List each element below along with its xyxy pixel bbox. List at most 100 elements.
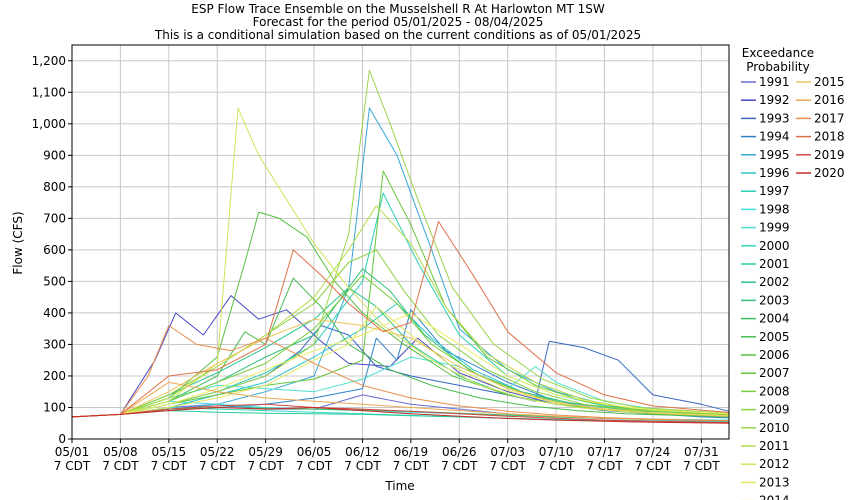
legend-label-2019: 2019 [814,148,845,162]
x-tick-label: 7 CDT [151,459,188,473]
y-axis-ticks: 0 100 200 300 400 500 600 700 800 900 1,000 1,100 1,… [32,54,72,446]
plot-area [71,44,730,440]
y-tick-label: 900 [43,148,66,162]
legend-label-1991: 1991 [759,75,790,89]
legend-label-2020: 2020 [814,166,845,180]
legend-label-2018: 2018 [814,130,845,144]
y-tick-label: 700 [43,211,66,225]
legend-label-1996: 1996 [759,166,790,180]
y-tick-label: 800 [43,180,66,194]
legend-label-2013: 2013 [759,475,790,489]
x-tick-label: 7 CDT [393,459,430,473]
series-line-2011 [71,205,730,418]
legend-label-2005: 2005 [759,330,790,344]
chart-title-line-1: ESP Flow Trace Ensemble on the Musselshe… [191,2,605,16]
series-line-1999 [71,356,730,418]
series-line-2006 [71,211,730,418]
x-axis-label: Time [384,479,414,493]
x-tick-label: 7 CDT [247,459,284,473]
series-line-2003 [71,268,730,418]
series-line-2005 [71,277,730,418]
legend-label-2007: 2007 [759,366,790,380]
legend-label-2012: 2012 [759,457,790,471]
legend-label-2010: 2010 [759,421,790,435]
x-tick-label: 07/24 [636,445,671,459]
legend-label-2011: 2011 [759,439,790,453]
series-line-2018 [71,221,730,418]
legend-label-2003: 2003 [759,293,790,307]
y-tick-label: 1,000 [32,117,66,131]
x-tick-label: 05/29 [248,445,283,459]
legend-label-1994: 1994 [759,130,790,144]
legend-title-line-2: Probability [746,60,809,74]
x-tick-label: 7 CDT [538,459,575,473]
x-tick-label: 7 CDT [296,459,333,473]
legend-title-line-1: Exceedance [742,46,814,60]
x-tick-label: 7 CDT [102,459,139,473]
series-line-2015 [71,318,730,418]
series-line-1992 [71,295,730,418]
x-tick-label: 7 CDT [441,459,478,473]
legend-label-1999: 1999 [759,221,790,235]
x-tick-label: 06/19 [394,445,429,459]
series-line-1997 [71,192,730,418]
x-tick-label: 06/05 [297,445,332,459]
series-line-2020 [71,407,730,424]
x-tick-label: 7 CDT [635,459,672,473]
x-tick-label: 7 CDT [199,459,236,473]
x-tick-label: 05/08 [103,445,138,459]
y-tick-label: 100 [43,400,66,414]
x-tick-label: 7 CDT [586,459,623,473]
series-line-2012 [71,107,730,418]
legend-label-1993: 1993 [759,111,790,125]
x-tick-label: 06/26 [442,445,477,459]
series-line-1993 [71,325,730,418]
y-tick-label: 0 [58,432,66,446]
series-line-2016 [71,381,730,422]
x-tick-label: 07/03 [490,445,525,459]
legend-label-1997: 1997 [759,184,790,198]
x-tick-label: 06/12 [345,445,380,459]
series-line-2007 [71,170,730,418]
legend-label-1995: 1995 [759,148,790,162]
series-line-2014 [71,312,730,418]
y-tick-label: 1,200 [32,54,66,68]
legend-label-2008: 2008 [759,384,790,398]
y-tick-label: 400 [43,306,66,320]
x-tick-label: 07/10 [539,445,574,459]
x-tick-label: 05/22 [200,445,235,459]
chart-title-line-3: This is a conditional simulation based o… [154,28,641,42]
legend-label-2001: 2001 [759,257,790,271]
x-tick-label: 05/15 [152,445,187,459]
legend-label-2000: 2000 [759,239,790,253]
legend-label-2017: 2017 [814,111,845,125]
series-line-1995 [71,107,730,418]
y-tick-label: 500 [43,274,66,288]
legend-label-1998: 1998 [759,202,790,216]
x-tick-label: 7 CDT [683,459,720,473]
y-axis-label: Flow (CFS) [11,211,25,274]
legend-label-2009: 2009 [759,403,790,417]
chart-title-line-2: Forecast for the period 05/01/2025 - 08/… [253,15,544,29]
y-tick-label: 600 [43,243,66,257]
y-tick-label: 200 [43,369,66,383]
legend-label-2016: 2016 [814,93,845,107]
x-tick-label: 7 CDT [54,459,91,473]
x-tick-label: 05/01 [55,445,90,459]
x-tick-label: 07/31 [684,445,719,459]
series-line-2017 [71,325,730,422]
y-tick-label: 300 [43,337,66,351]
legend-label-2004: 2004 [759,312,790,326]
legend-label-2015: 2015 [814,75,845,89]
x-tick-label: 7 CDT [344,459,381,473]
x-tick-label: 7 CDT [489,459,526,473]
legend-label-2014: 2014 [759,494,790,500]
series-line-2010 [71,69,730,418]
grid [72,45,729,439]
series-line-2019 [71,403,730,424]
series-lines [71,69,730,424]
legend-items: 1991 1992 1993 1994 1995 1996 1997 1998 1999 2000… [741,75,845,500]
legend: Exceedance Probability 19911992199319941… [741,46,845,500]
